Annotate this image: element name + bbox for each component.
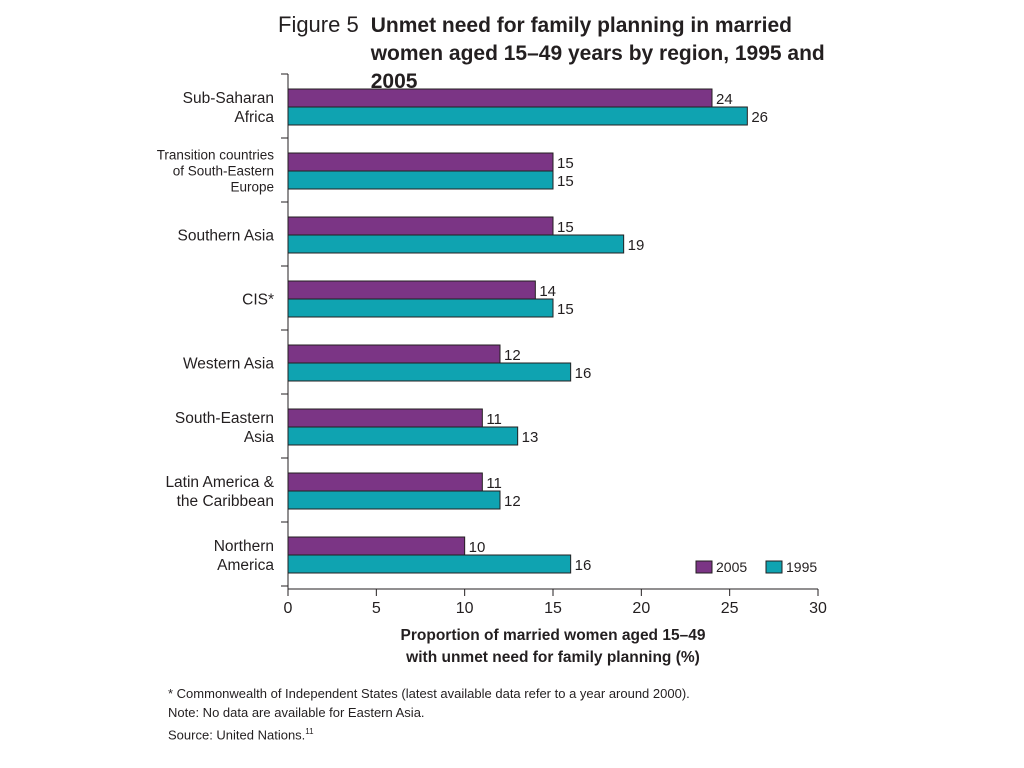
value-label: 15 bbox=[557, 219, 574, 236]
figure-label: Figure 5 bbox=[278, 12, 359, 37]
value-label: 26 bbox=[751, 109, 768, 126]
chart-title: Figure 5 Unmet need for family planning … bbox=[278, 12, 978, 96]
value-label: 11 bbox=[486, 475, 502, 492]
legend-swatch-2005 bbox=[695, 560, 713, 574]
x-tick-label: 0 bbox=[284, 600, 293, 617]
value-label: 15 bbox=[557, 301, 574, 318]
value-label: 13 bbox=[522, 429, 539, 446]
x-tick-label: 20 bbox=[632, 600, 650, 617]
value-label: 14 bbox=[539, 283, 556, 300]
legend-label-1995: 1995 bbox=[786, 559, 817, 575]
cis-footnote: * Commonwealth of Independent States (la… bbox=[168, 686, 690, 701]
bar-1995 bbox=[287, 106, 748, 126]
source-reference: 11 bbox=[305, 727, 314, 736]
value-label: 12 bbox=[504, 493, 521, 510]
x-axis-label: Proportion of married women aged 15–49 bbox=[401, 627, 706, 644]
category-label: Sub-Saharan bbox=[183, 90, 274, 107]
category-label: Asia bbox=[244, 429, 275, 446]
bar-2005 bbox=[287, 216, 554, 236]
category-label: Africa bbox=[234, 109, 274, 126]
x-tick-label: 30 bbox=[809, 600, 827, 617]
x-tick-label: 10 bbox=[456, 600, 474, 617]
category-label: Europe bbox=[230, 180, 274, 195]
bar-2005 bbox=[287, 152, 554, 172]
value-label: 12 bbox=[504, 347, 521, 364]
legend-label-2005: 2005 bbox=[716, 559, 747, 575]
bar-1995 bbox=[287, 234, 625, 254]
category-label: Southern Asia bbox=[177, 227, 274, 244]
bar-2005 bbox=[287, 536, 466, 556]
bar-1995 bbox=[287, 490, 501, 510]
value-label: 11 bbox=[486, 411, 502, 428]
legend-swatch-1995 bbox=[765, 560, 783, 574]
value-label: 15 bbox=[557, 155, 574, 172]
value-label: 19 bbox=[628, 237, 645, 254]
bar-2005 bbox=[287, 88, 713, 108]
bar-1995 bbox=[287, 362, 572, 382]
figure-title: Unmet need for family planning in marrie… bbox=[370, 14, 825, 93]
bar-1995 bbox=[287, 426, 519, 446]
bar-2005 bbox=[287, 472, 483, 492]
bar-1995 bbox=[287, 170, 554, 190]
eastern-asia-note: Note: No data are available for Eastern … bbox=[168, 705, 425, 720]
source-text: Source: United Nations. bbox=[168, 727, 306, 743]
value-label: 16 bbox=[575, 365, 592, 382]
category-label: Western Asia bbox=[183, 355, 274, 372]
category-label: Transition countries bbox=[157, 148, 275, 163]
source-note: Source: United Nations.11 bbox=[168, 722, 690, 744]
value-label: 16 bbox=[575, 557, 592, 574]
bar-2005 bbox=[287, 344, 501, 364]
value-label: 15 bbox=[557, 173, 574, 190]
category-label: CIS* bbox=[242, 291, 274, 308]
x-tick-label: 15 bbox=[544, 600, 562, 617]
category-label: of South-Eastern bbox=[173, 164, 274, 179]
bar-2005 bbox=[287, 408, 483, 428]
chart-notes: * Commonwealth of Independent States (la… bbox=[168, 684, 690, 744]
category-label: America bbox=[217, 557, 274, 574]
bar-1995 bbox=[287, 298, 554, 318]
x-tick-label: 5 bbox=[372, 600, 381, 617]
value-label: 10 bbox=[469, 539, 486, 556]
bar-1995 bbox=[287, 554, 572, 574]
category-label: South-Eastern bbox=[175, 410, 274, 427]
category-label: Latin America & bbox=[165, 474, 274, 491]
x-axis-label: with unmet need for family planning (%) bbox=[405, 649, 700, 666]
bar-2005 bbox=[287, 280, 536, 300]
category-label: Northern bbox=[214, 538, 274, 555]
category-label: the Caribbean bbox=[177, 493, 274, 510]
value-label: 24 bbox=[716, 91, 733, 108]
x-tick-label: 25 bbox=[721, 600, 739, 617]
